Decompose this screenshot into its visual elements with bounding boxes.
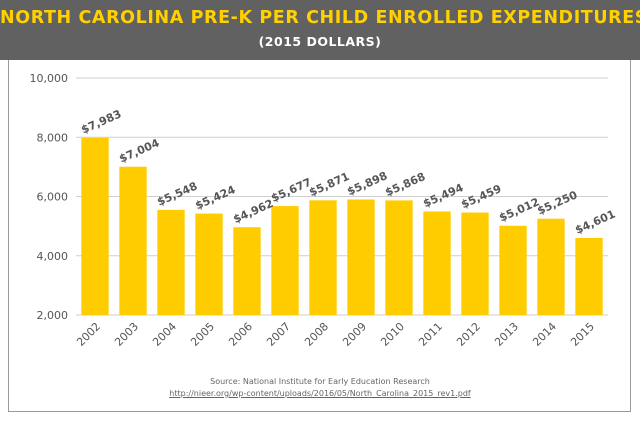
data-label: $5,494 (421, 181, 465, 210)
chart-subtitle: (2015 DOLLARS) (258, 34, 382, 49)
bar (309, 200, 337, 315)
x-tick-label: 2009 (340, 320, 369, 349)
x-tick-label: 2003 (112, 320, 141, 349)
x-tick-label: 2014 (530, 320, 559, 349)
chart-header: NORTH CAROLINA PRE-K PER CHILD ENROLLED … (0, 0, 640, 60)
bar (119, 166, 147, 315)
data-label: $5,424 (193, 183, 237, 212)
source-note: Source: National Institute for Early Edu… (210, 377, 430, 386)
data-label: $5,548 (155, 179, 199, 208)
data-label: $7,983 (79, 107, 123, 136)
bar (233, 227, 261, 315)
x-tick-label: 2008 (302, 320, 331, 349)
data-label: $4,601 (573, 208, 617, 237)
x-tick-label: 2012 (454, 320, 483, 349)
bars (81, 137, 603, 315)
bar (575, 237, 603, 315)
data-label: $4,962 (231, 197, 275, 226)
x-tick-label: 2013 (492, 320, 521, 349)
bar (81, 137, 109, 315)
data-label: $7,004 (117, 136, 161, 165)
bar (461, 212, 489, 315)
y-tick-label: 2,000 (37, 309, 69, 322)
data-label: $5,459 (459, 182, 503, 211)
data-label: $5,012 (497, 195, 541, 224)
data-label: $5,250 (535, 188, 579, 217)
bar (499, 225, 527, 315)
bar (385, 200, 413, 315)
y-tick-label: 4,000 (37, 250, 69, 263)
chart-frame (8, 60, 631, 412)
data-label: $5,898 (345, 169, 389, 198)
x-tick-label: 2006 (226, 320, 255, 349)
data-label: $5,677 (269, 176, 313, 205)
x-tick-label: 2011 (416, 320, 445, 349)
x-tick-label: 2010 (378, 320, 407, 349)
chart-title: NORTH CAROLINA PRE-K PER CHILD ENROLLED … (0, 8, 640, 28)
source-link[interactable]: http://nieer.org/wp-content/uploads/2016… (169, 389, 471, 398)
y-tick-label: 8,000 (37, 131, 69, 144)
bar (271, 206, 299, 315)
bar (347, 199, 375, 315)
x-tick-label: 2015 (568, 320, 597, 349)
y-tick-label: 10,000 (30, 72, 69, 85)
x-axis-tick-labels: 2002 2003 2004 2005 2006 2007 2008 2009 2010 2011… (74, 320, 597, 349)
bar (157, 209, 185, 315)
bar (537, 218, 565, 315)
x-tick-label: 2007 (264, 320, 293, 349)
data-label: $5,871 (307, 170, 351, 199)
data-label: $5,868 (383, 170, 427, 199)
bar (195, 213, 223, 315)
x-tick-label: 2005 (188, 320, 217, 349)
x-tick-label: 2004 (150, 320, 179, 349)
x-tick-label: 2002 (74, 320, 103, 349)
bar (423, 211, 451, 315)
y-axis-tick-labels: 2,000 4,000 6,000 8,000 10,000 (30, 72, 69, 322)
y-tick-label: 6,000 (37, 191, 69, 204)
